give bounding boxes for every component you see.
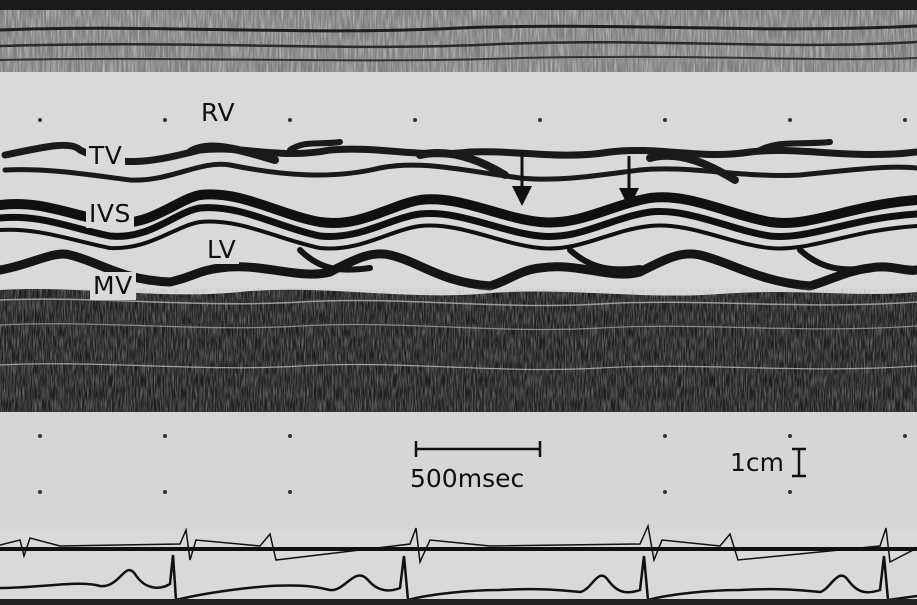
time-scale-bar: [414, 441, 542, 457]
label-mv: MV: [90, 272, 136, 300]
border-bottom: [0, 599, 917, 605]
depth-scale-bar: [792, 447, 806, 478]
chest-wall-band: [0, 10, 917, 72]
border-top: [0, 0, 917, 10]
label-tv: TV: [86, 142, 126, 170]
time-scale-label: 500msec: [410, 464, 525, 493]
posterior-wall: [0, 288, 917, 412]
mitral-valve-echoes: [0, 247, 917, 291]
label-lv: LV: [204, 236, 240, 264]
label-rv: RV: [198, 99, 239, 127]
depth-scale-label: 1cm: [730, 448, 785, 477]
arrow-down-icon: [512, 152, 532, 206]
ecg-trace: [0, 523, 917, 602]
label-ivs: IVS: [86, 200, 134, 228]
calibration-dots: [38, 434, 907, 494]
interventricular-septum: [0, 189, 917, 251]
arrow-down-icon: [619, 156, 639, 208]
rv-cavity: [38, 118, 907, 122]
